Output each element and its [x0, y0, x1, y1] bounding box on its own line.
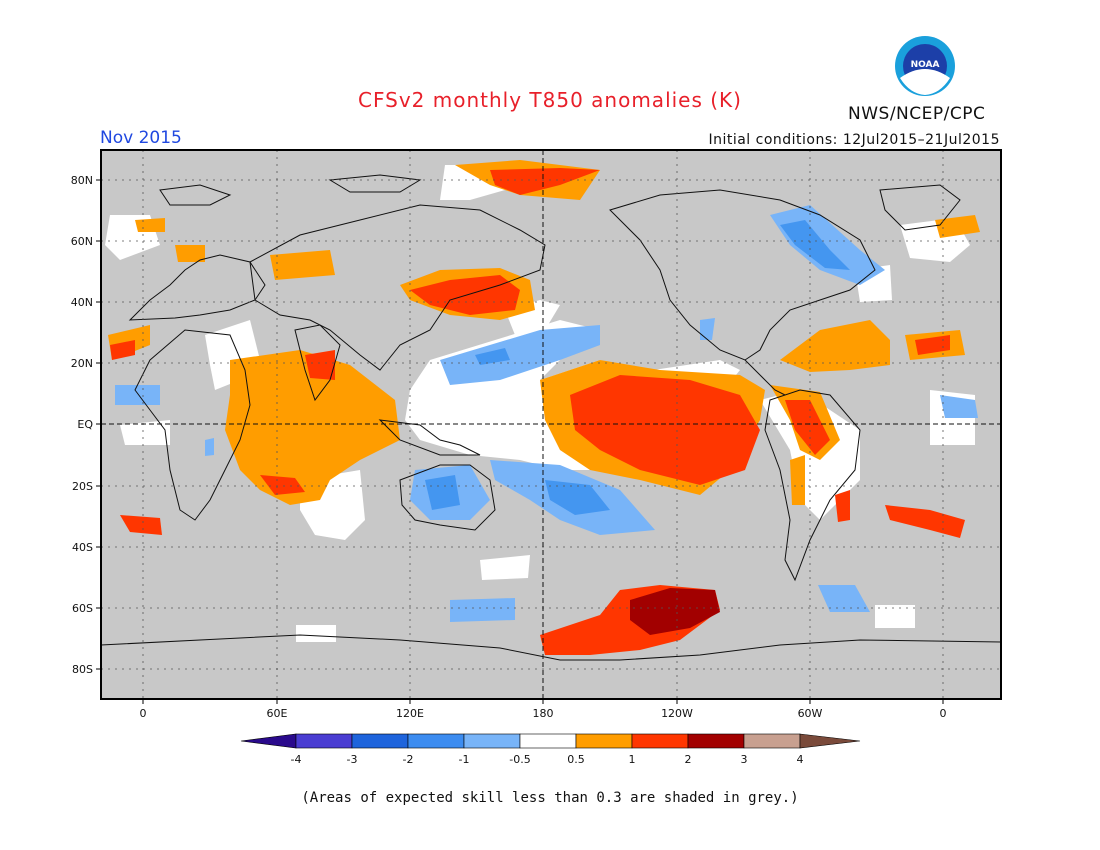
tick-marks: [96, 179, 944, 704]
colorbar-segment: [631, 733, 689, 749]
colorbar-label: 4: [797, 753, 804, 766]
colorbar-label: -2: [403, 753, 414, 766]
blue-regions: [425, 220, 850, 515]
chart-title: CFSv2 monthly T850 anomalies (K): [358, 88, 742, 112]
anomaly-map: [101, 150, 1001, 699]
colorbar-label: 3: [741, 753, 748, 766]
initial-conditions: Initial conditions: 12Jul2015–21Jul2015: [708, 132, 1000, 148]
colorbar: -4 -3 -2 -1 -0.5 0.5 1 2 3 4: [240, 733, 861, 766]
lat-label: 60N: [71, 235, 93, 248]
lat-label: 40N: [71, 296, 93, 309]
colorbar-segment: [407, 733, 465, 749]
equator-dateline: [101, 150, 1001, 699]
colorbar-segment: [519, 733, 577, 749]
lon-label: 0: [140, 707, 147, 720]
colorbar-label: -1: [459, 753, 470, 766]
colorbar-label: 0.5: [567, 753, 585, 766]
colorbar-segment: [575, 733, 633, 749]
lon-label: 180: [533, 707, 554, 720]
lon-label: 120E: [396, 707, 424, 720]
lon-label: 120W: [661, 707, 693, 720]
colorbar-segment: [295, 733, 353, 749]
colorbar-segment: [351, 733, 409, 749]
noaa-logo-text: NOAA: [911, 60, 940, 70]
colorbar-label: -3: [347, 753, 358, 766]
colorbar-label: 2: [685, 753, 692, 766]
lon-label: 60E: [267, 707, 288, 720]
colorbar-label: 1: [629, 753, 636, 766]
noaa-logo: NOAA: [895, 36, 955, 96]
lat-label: 60S: [72, 602, 93, 615]
colorbar-low-arrow: [240, 733, 297, 749]
colorbar-label: -0.5: [509, 753, 530, 766]
dark-red-region: [630, 588, 720, 635]
coastlines: [101, 174, 1001, 661]
lat-label: EQ: [77, 418, 93, 431]
lat-label: 20N: [71, 357, 93, 370]
agency-label: NWS/NCEP/CPC: [848, 104, 986, 124]
skill-note: (Areas of expected skill less than 0.3 a…: [301, 790, 799, 806]
forecast-month: Nov 2015: [100, 128, 182, 148]
lat-label: 80N: [71, 174, 93, 187]
colorbar-high-arrow: [799, 733, 861, 749]
colorbar-segment: [687, 733, 745, 749]
lon-label: 60W: [798, 707, 823, 720]
latitude-labels: 80N 60N 40N 20N EQ 20S 40S 60S 80S: [71, 174, 94, 676]
lat-label: 20S: [72, 480, 93, 493]
lat-label: 80S: [72, 663, 93, 676]
colorbar-segment: [463, 733, 521, 749]
longitude-labels: 0 60E 120E 180 120W 60W 0: [140, 707, 947, 720]
colorbar-label: -4: [291, 753, 302, 766]
lon-label: 0: [940, 707, 947, 720]
lat-label: 40S: [72, 541, 93, 554]
colorbar-segment: [743, 733, 801, 749]
